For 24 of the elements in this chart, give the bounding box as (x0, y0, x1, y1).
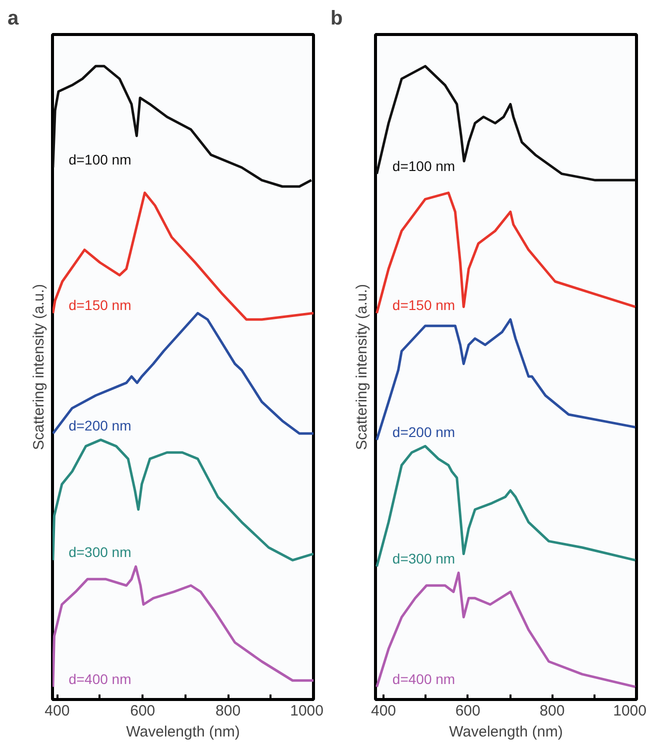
y-axis-title: Scattering intensity (a.u.) (354, 284, 370, 450)
x-tick-label: 600 (130, 702, 156, 720)
series-label: d=100 nm (392, 158, 456, 174)
x-axis-title: Wavelength (nm) (449, 724, 563, 740)
x-tick-label: 400 (44, 702, 70, 720)
series-label: d=150 nm (392, 297, 456, 314)
series-label: d=400 nm (392, 670, 456, 687)
series-label: d=300 nm (68, 544, 132, 560)
series-label: d=300 nm (392, 550, 456, 567)
x-tick-label: 1000 (613, 702, 646, 720)
chart-title: a (8, 8, 20, 30)
chart-title: b (330, 8, 343, 30)
series-label: d=400 nm (68, 670, 132, 687)
x-tick-label: 800 (540, 702, 565, 720)
series-label: d=200 nm (68, 418, 132, 434)
series-label: d=200 nm (392, 424, 456, 440)
series-label: d=100 nm (68, 152, 132, 168)
y-axis-title: Scattering intensity (a.u.) (30, 284, 48, 450)
x-axis-title: Wavelength (nm) (126, 724, 240, 740)
x-tick-label: 1000 (290, 702, 324, 720)
x-tick-label: 800 (216, 702, 241, 720)
x-tick-label: 600 (455, 702, 480, 720)
series-label: d=150 nm (68, 297, 132, 314)
x-tick-label: 400 (371, 702, 396, 720)
